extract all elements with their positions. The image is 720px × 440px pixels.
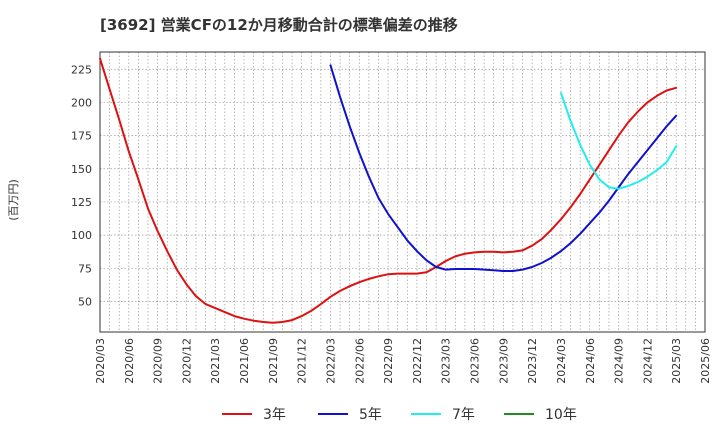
legend: 3年 5年 7年 10年 bbox=[222, 407, 577, 423]
x-axis: 2020/03 2020/06 2020/09 2020/12 2021/03 2021/… bbox=[94, 338, 712, 384]
x-tick-label: 2023/06 bbox=[469, 338, 482, 384]
legend-label: 5年 bbox=[359, 407, 382, 423]
x-tick-label: 2024/09 bbox=[613, 338, 626, 384]
x-tick-label: 2022/03 bbox=[324, 338, 337, 384]
x-tick-label: 2022/09 bbox=[382, 338, 395, 384]
x-tick-label: 2023/12 bbox=[526, 338, 539, 384]
x-tick-label: 2021/03 bbox=[209, 338, 222, 384]
x-tick-label: 2021/09 bbox=[267, 338, 280, 384]
y-axis-label: (百万円) bbox=[7, 179, 20, 221]
legend-label: 10年 bbox=[545, 407, 577, 423]
y-tick-label: 200 bbox=[71, 96, 92, 109]
x-tick-label: 2024/06 bbox=[584, 338, 597, 384]
x-tick-label: 2024/12 bbox=[641, 338, 654, 384]
x-tick-label: 2023/03 bbox=[440, 338, 453, 384]
x-tick-label: 2025/03 bbox=[670, 338, 683, 384]
x-tick-label: 2025/06 bbox=[699, 338, 712, 384]
legend-label: 7年 bbox=[452, 407, 475, 423]
y-tick-label: 125 bbox=[71, 196, 92, 209]
grid bbox=[100, 52, 705, 332]
x-tick-label: 2022/12 bbox=[411, 338, 424, 384]
series-line: 5年 bbox=[329, 64, 678, 272]
x-tick-label: 2020/12 bbox=[180, 338, 193, 384]
series-line: 3年 bbox=[99, 57, 678, 324]
x-tick-label: 2023/09 bbox=[497, 338, 510, 384]
y-tick-label: 100 bbox=[71, 229, 92, 242]
plot-area bbox=[99, 51, 706, 333]
y-tick-label: 175 bbox=[71, 130, 92, 143]
x-tick-label: 2021/12 bbox=[296, 338, 309, 384]
y-tick-label: 225 bbox=[71, 63, 92, 76]
chart-title: [3692] 営業CFの12か月移動合計の標準偏差の推移 bbox=[100, 16, 458, 34]
x-tick-label: 2021/06 bbox=[238, 338, 251, 384]
y-axis: 50 75 100 125 150 175 200 225 bbox=[71, 63, 92, 308]
x-tick-label: 2020/06 bbox=[123, 338, 136, 384]
x-tick-label: 2024/03 bbox=[555, 338, 568, 384]
x-tick-label: 2020/09 bbox=[152, 338, 165, 384]
y-tick-label: 75 bbox=[78, 262, 92, 275]
legend-label: 3年 bbox=[263, 407, 286, 423]
series-line: 7年 bbox=[560, 92, 678, 190]
y-tick-label: 50 bbox=[78, 295, 92, 308]
y-tick-label: 150 bbox=[71, 163, 92, 176]
x-tick-label: 2020/03 bbox=[94, 338, 107, 384]
x-tick-label: 2022/06 bbox=[353, 338, 366, 384]
